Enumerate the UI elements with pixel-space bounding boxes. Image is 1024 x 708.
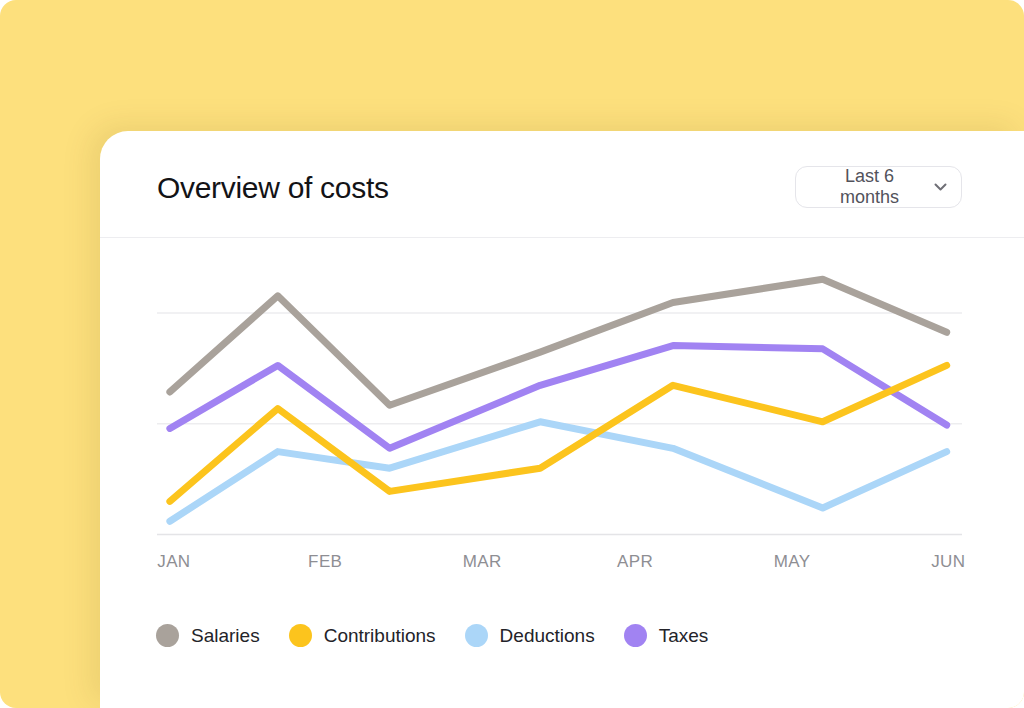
time-range-dropdown[interactable]: Last 6 months xyxy=(795,166,962,208)
background: Overview of costs Last 6 months JAN FEB … xyxy=(0,0,1024,708)
legend-label: Deductions xyxy=(500,624,595,647)
legend-label: Salaries xyxy=(191,624,260,647)
x-axis-label: MAY xyxy=(774,553,811,570)
time-range-label: Last 6 months xyxy=(813,166,926,208)
chart-legend: Salaries Contributions Deductions Taxes xyxy=(156,624,708,647)
x-axis-label: MAR xyxy=(463,553,502,570)
taxes-swatch xyxy=(624,624,647,647)
legend-item-taxes: Taxes xyxy=(624,624,709,647)
deductions-swatch xyxy=(465,624,488,647)
chevron-down-icon xyxy=(934,183,947,191)
legend-item-contributions: Contributions xyxy=(289,624,436,647)
x-axis-label: JUN xyxy=(931,553,965,570)
overview-card: Overview of costs Last 6 months xyxy=(100,131,1024,708)
salaries-swatch xyxy=(156,624,179,647)
header-divider xyxy=(100,237,1024,238)
legend-item-deductions: Deductions xyxy=(465,624,595,647)
contributions-swatch xyxy=(289,624,312,647)
legend-label: Taxes xyxy=(659,624,709,647)
legend-label: Contributions xyxy=(324,624,436,647)
page-title: Overview of costs xyxy=(157,173,389,203)
x-axis-label: JAN xyxy=(157,553,190,570)
x-axis-label: FEB xyxy=(308,553,342,570)
x-axis-label: APR xyxy=(617,553,653,570)
legend-item-salaries: Salaries xyxy=(156,624,260,647)
